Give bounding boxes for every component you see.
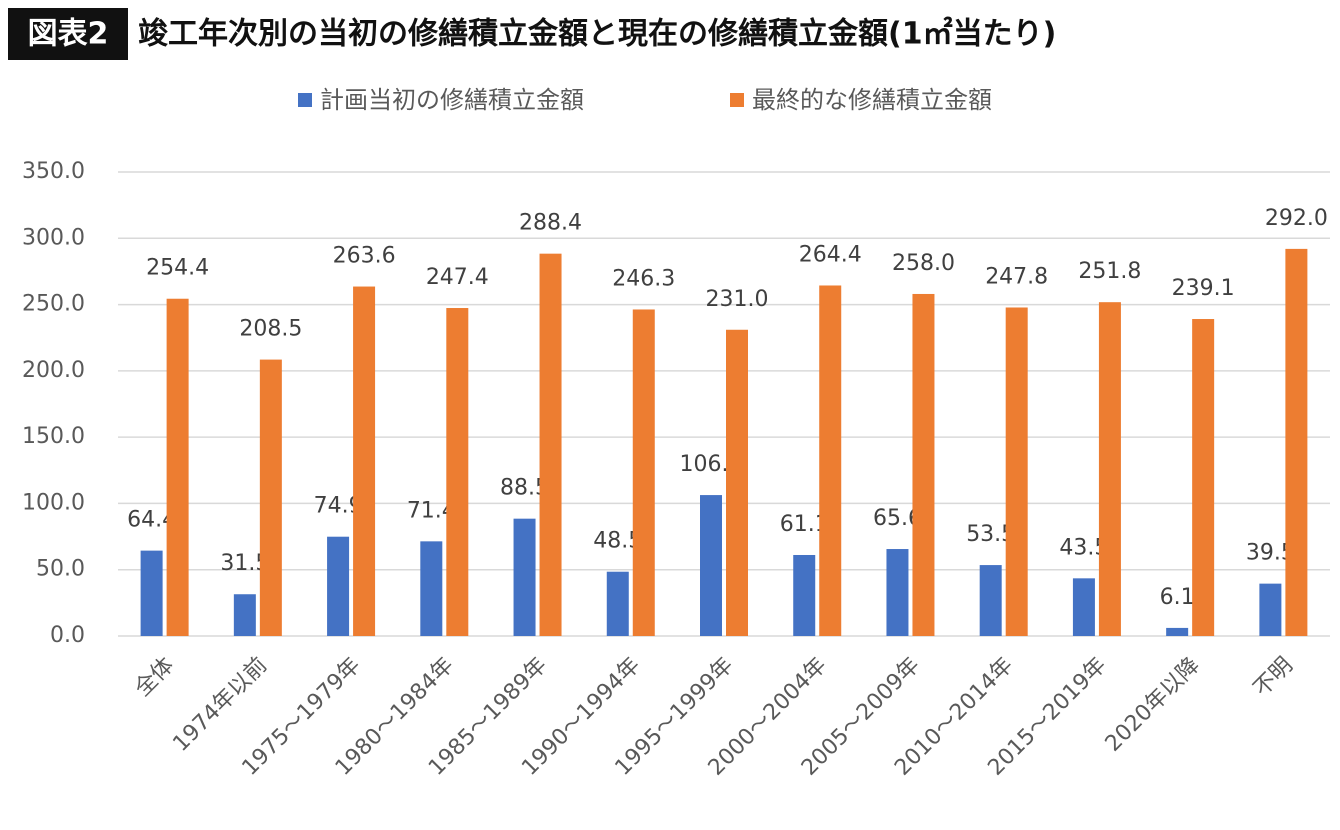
bar [912, 293, 935, 636]
bar [1166, 627, 1189, 636]
data-label: 264.4 [799, 242, 862, 267]
bar [1285, 248, 1308, 637]
bar [539, 253, 562, 636]
y-tick-label: 250.0 [22, 292, 85, 317]
bar [259, 359, 282, 636]
bar [446, 308, 469, 636]
x-tick-label: 1974年以前 [168, 653, 272, 757]
y-tick-label: 100.0 [22, 490, 85, 515]
bar [166, 298, 189, 636]
y-tick-label: 350.0 [22, 159, 85, 184]
badge-box [8, 8, 128, 60]
bar [1098, 302, 1121, 636]
data-label: 231.0 [706, 287, 769, 312]
bar [1005, 307, 1028, 636]
badge: 図表2 [28, 17, 109, 52]
x-tick-label: 2020年以降 [1101, 653, 1205, 757]
data-label: 6.1 [1160, 585, 1195, 610]
data-label: 263.6 [333, 244, 396, 269]
bar [606, 571, 629, 636]
bar [1072, 578, 1095, 636]
data-label: 239.1 [1172, 276, 1235, 301]
bar [632, 309, 655, 636]
bar [233, 594, 256, 636]
data-label: 254.4 [146, 256, 209, 281]
bar [513, 518, 536, 636]
data-label: 251.8 [1078, 259, 1141, 284]
data-label: 288.4 [519, 211, 582, 236]
bar [700, 495, 722, 636]
bar [726, 329, 748, 636]
bar [353, 286, 376, 636]
data-label: 247.8 [985, 264, 1048, 289]
bar [420, 541, 443, 636]
bar [979, 565, 1002, 636]
x-tick-label: 全体 [130, 653, 179, 702]
chart-title: 竣工年次別の当初の修繕積立金額と現在の修繕積立金額(1㎡当たり) [138, 17, 1056, 52]
legend-swatch [730, 93, 744, 107]
x-tick-label: 不明 [1249, 653, 1298, 702]
bar [793, 554, 816, 636]
legend-label: 最終的な修繕積立金額 [752, 86, 992, 114]
bar [819, 285, 842, 636]
data-label: 208.5 [239, 317, 302, 342]
bar [1259, 583, 1282, 636]
data-label: 292.0 [1265, 206, 1328, 231]
y-tick-label: 150.0 [22, 424, 85, 449]
data-label: 246.3 [612, 266, 675, 291]
data-label: 247.4 [426, 265, 489, 290]
data-label: 258.0 [892, 251, 955, 276]
y-tick-label: 50.0 [36, 557, 85, 582]
y-tick-label: 300.0 [22, 225, 85, 250]
bar [140, 550, 163, 636]
bar [1192, 319, 1215, 636]
y-tick-label: 200.0 [22, 358, 85, 383]
bar [886, 549, 909, 636]
legend-swatch [298, 93, 312, 107]
bar [327, 536, 350, 636]
y-tick-label: 0.0 [50, 623, 85, 648]
legend-label: 計画当初の修繕積立金額 [320, 86, 584, 114]
